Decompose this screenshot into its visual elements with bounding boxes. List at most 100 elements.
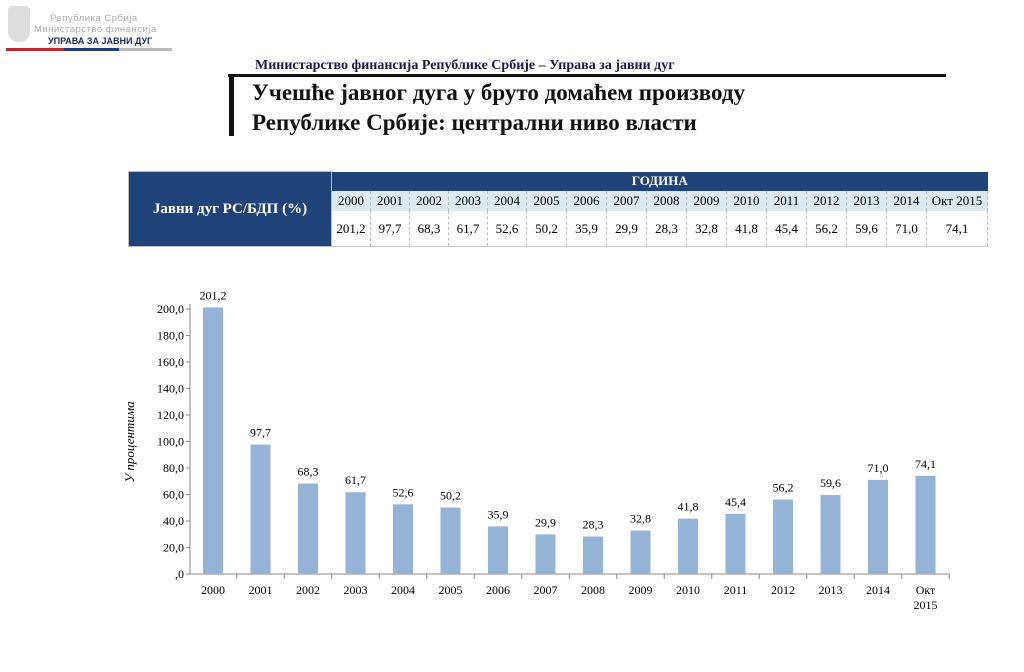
bar xyxy=(630,530,651,574)
bar xyxy=(868,479,888,574)
year-cell: 2009 xyxy=(686,190,727,212)
year-cell: 2014 xyxy=(886,190,927,212)
x-tick-label: 2002 xyxy=(296,583,320,597)
value-cell: 29,9 xyxy=(606,211,647,248)
bar xyxy=(678,518,698,574)
data-label: 97,7 xyxy=(250,426,271,440)
bar xyxy=(298,483,318,574)
bar xyxy=(535,534,556,574)
x-tick-label: 2000 xyxy=(201,583,225,597)
value-cell: 74,1 xyxy=(926,211,988,248)
y-tick-label: 80,0 xyxy=(163,461,184,475)
value-cell: 59,6 xyxy=(846,211,887,248)
value-cell: 52,6 xyxy=(487,211,527,248)
data-label: 52,6 xyxy=(393,485,414,499)
page-title: Учешће јавног дуга у бруто домаћем произ… xyxy=(252,78,745,138)
value-cell: 45,4 xyxy=(766,211,807,248)
logo: Република Србија Министарство финансија … xyxy=(0,0,175,52)
bar xyxy=(440,507,461,574)
bar xyxy=(393,504,413,574)
value-cell: 28,3 xyxy=(646,211,687,248)
year-cell: 2004 xyxy=(487,190,527,212)
bar xyxy=(203,307,223,574)
data-label: 56,2 xyxy=(773,481,794,495)
bar xyxy=(583,536,603,574)
value-cell: 56,2 xyxy=(806,211,847,248)
value-cell: 50,2 xyxy=(526,211,567,248)
y-tick-label: 160,0 xyxy=(157,355,184,369)
year-cell: 2011 xyxy=(766,190,807,212)
y-tick-label: ,0 xyxy=(175,567,184,581)
y-tick-label: 60,0 xyxy=(163,488,184,502)
data-label: 29,9 xyxy=(535,515,556,529)
x-tick-label: 2012 xyxy=(771,583,795,597)
header-divider xyxy=(228,74,946,77)
logo-line3: УПРАВА ЗА ЈАВНИ ДУГ xyxy=(48,36,153,46)
value-cell: 61,7 xyxy=(448,211,488,248)
year-cell: 2000 xyxy=(331,190,371,212)
x-tick-label: 2010 xyxy=(676,583,700,597)
data-label: 28,3 xyxy=(583,518,604,532)
coat-of-arms-icon xyxy=(8,6,30,42)
value-cell: 71,0 xyxy=(886,211,927,248)
value-cell: 32,8 xyxy=(686,211,727,248)
data-label: 41,8 xyxy=(678,500,699,514)
bar xyxy=(250,444,271,574)
y-tick-label: 20,0 xyxy=(163,541,184,555)
data-label: 61,7 xyxy=(345,473,366,487)
y-tick-label: 100,0 xyxy=(157,435,184,449)
data-label: 71,0 xyxy=(868,461,889,475)
row-label: Јавни дуг РС/БДП (%) xyxy=(128,171,332,247)
y-tick-label: 140,0 xyxy=(157,382,184,396)
group-header: ГОДИНА xyxy=(331,171,988,191)
year-cell: 2012 xyxy=(806,190,847,212)
value-cell: 41,8 xyxy=(726,211,767,248)
year-cell: 2008 xyxy=(646,190,687,212)
y-tick-label: 180,0 xyxy=(157,329,184,343)
year-cell: 2006 xyxy=(566,190,607,212)
title-line2: Републике Србије: централни ниво власти xyxy=(252,110,697,135)
value-cell: 68,3 xyxy=(409,211,449,248)
x-tick-label: 2001 xyxy=(249,583,273,597)
y-tick-label: 40,0 xyxy=(163,514,184,528)
title-accent xyxy=(229,74,234,136)
value-cell: 201,2 xyxy=(331,211,371,248)
x-tick-label: 2011 xyxy=(724,583,748,597)
year-cell: 2001 xyxy=(370,190,410,212)
year-cell: 2005 xyxy=(526,190,567,212)
x-tick-label: 2005 xyxy=(439,583,463,597)
logo-line1: Република Србија xyxy=(50,13,138,24)
x-tick-label: 2013 xyxy=(819,583,843,597)
x-tick-label: 2003 xyxy=(344,583,368,597)
bar xyxy=(773,499,793,574)
x-tick-label: Окт 2015 xyxy=(914,583,938,612)
x-tick-label: 2009 xyxy=(629,583,653,597)
bar xyxy=(915,475,936,574)
value-cell: 35,9 xyxy=(566,211,607,248)
data-label: 50,2 xyxy=(440,488,461,502)
data-label: 201,2 xyxy=(200,288,227,302)
data-label: 59,6 xyxy=(820,476,841,490)
bar xyxy=(488,526,508,574)
data-label: 35,9 xyxy=(488,507,509,521)
data-label: 68,3 xyxy=(298,465,319,479)
year-cell: 2007 xyxy=(606,190,647,212)
logo-stripe xyxy=(6,48,172,51)
year-cell: 2010 xyxy=(726,190,767,212)
y-tick-label: 120,0 xyxy=(157,408,184,422)
year-cell: 2013 xyxy=(846,190,887,212)
x-tick-label: 2006 xyxy=(486,583,510,597)
title-line1: Учешће јавног дуга у бруто домаћем произ… xyxy=(252,80,745,105)
x-tick-label: 2014 xyxy=(866,583,890,597)
data-label: 74,1 xyxy=(915,457,936,471)
data-label: 32,8 xyxy=(630,512,651,526)
data-label: 45,4 xyxy=(725,495,746,509)
bar xyxy=(725,513,746,574)
year-cell: 2002 xyxy=(409,190,449,212)
y-tick-label: 200,0 xyxy=(157,302,184,316)
x-tick-label: 2004 xyxy=(391,583,415,597)
ministry-heading: Министарство финансија Републике Србије … xyxy=(255,58,675,73)
x-tick-label: 2007 xyxy=(534,583,558,597)
debt-table: Јавни дуг РС/БДП (%) ГОДИНА 2000 2001 2002… xyxy=(128,171,988,248)
